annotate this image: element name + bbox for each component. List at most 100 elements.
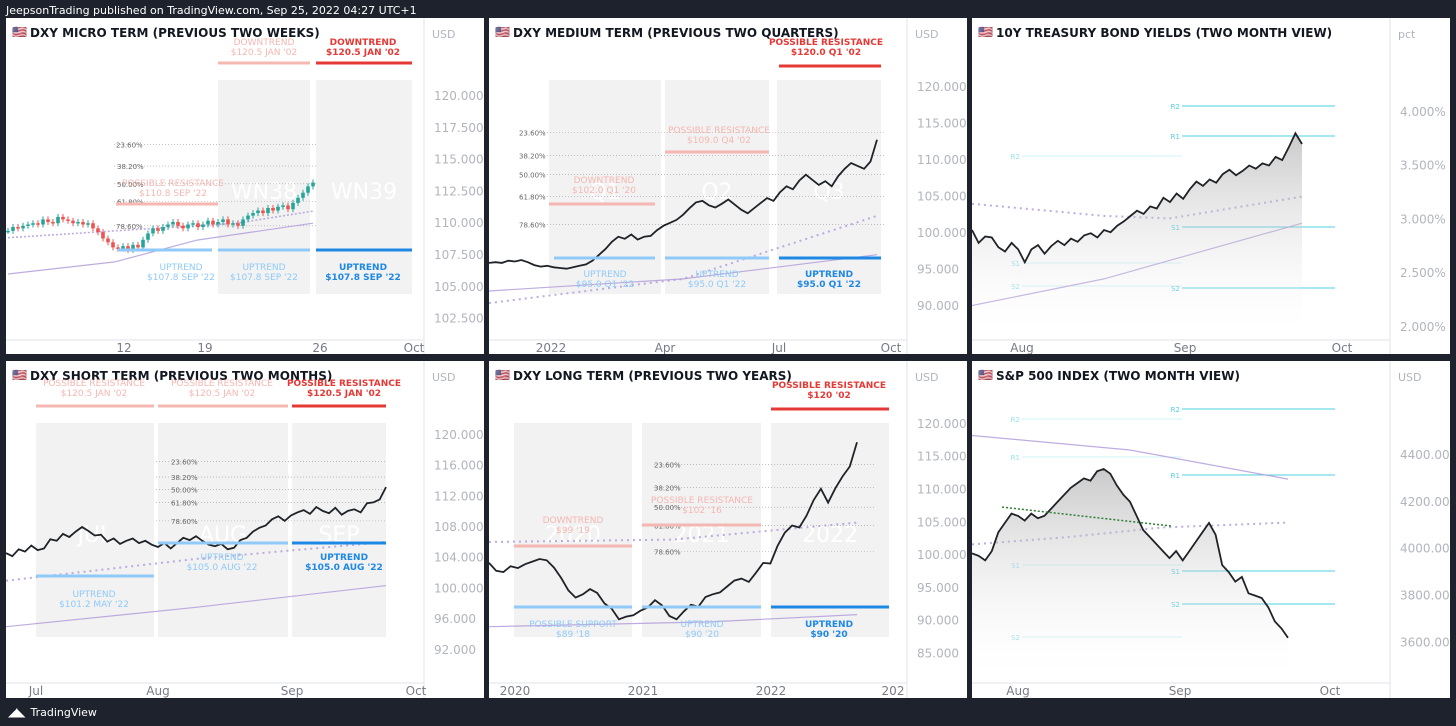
annotation-title: DOWNTREND <box>543 516 604 526</box>
fib-label: 50.00% <box>519 172 546 180</box>
period-label: WN38 <box>231 180 297 205</box>
fib-label: 38.20% <box>171 474 198 482</box>
pivot-label: R2 <box>1171 406 1180 414</box>
annotation-title: DOWNTREND <box>234 38 295 48</box>
candle-body <box>141 239 145 248</box>
x-tick-label: Apr <box>655 341 676 354</box>
annotation-sub: $90 '20 <box>810 630 847 640</box>
panel-spx[interactable]: 🇺🇸 S&P 500 INDEX (TWO MONTH VIEW) USD 4400.… <box>972 361 1450 698</box>
footer-brand[interactable]: TradingView <box>30 705 97 719</box>
candle-body <box>196 223 200 228</box>
annotation-title: POSSIBLE RESISTANCE <box>287 379 401 389</box>
candle-body <box>261 210 265 214</box>
panel-us10y[interactable]: 🇺🇸 10Y TREASURY BOND YIELDS (TWO MONTH VI… <box>972 18 1450 354</box>
y-tick-label: 95.000 <box>917 581 959 595</box>
candle-body <box>131 244 135 250</box>
candle-body <box>296 197 300 203</box>
annotation-sub: $110.8 SEP '22 <box>139 189 207 199</box>
y-tick-label: 3.500% <box>1400 159 1446 173</box>
candle-body <box>276 206 280 211</box>
candle-body <box>241 219 245 226</box>
period-box <box>292 423 386 637</box>
fib-label: 50.00% <box>654 504 681 512</box>
fib-label: 38.20% <box>654 485 681 493</box>
x-tick-label: Sep <box>1169 684 1192 698</box>
annotation-sub: $120.5 JAN '02 <box>307 389 381 399</box>
candle-body <box>226 219 230 225</box>
y-tick-label: 2.000% <box>1400 320 1446 334</box>
candle-body <box>116 247 120 249</box>
moving-average-line <box>6 585 387 628</box>
x-tick-label: Aug <box>146 684 169 698</box>
x-tick-label: 2022 <box>756 684 787 698</box>
chart-us10y[interactable]: 🇺🇸 10Y TREASURY BOND YIELDS (TWO MONTH VI… <box>972 18 1450 354</box>
y-tick-label: 108.000 <box>434 520 484 534</box>
candle-body <box>126 246 130 250</box>
flag-icon: 🇺🇸 <box>495 368 510 382</box>
annotation-title: UPTREND <box>695 270 738 280</box>
candle-body <box>16 227 20 229</box>
fib-label: 61.80% <box>519 194 546 202</box>
pivot-label: R2 <box>1011 153 1020 161</box>
pivot-label: R2 <box>1171 103 1180 111</box>
period-box <box>158 423 288 637</box>
fib-label: 78.60% <box>519 221 546 229</box>
y-tick-label: 120.000 <box>434 428 484 442</box>
annotation-title: POSSIBLE RESISTANCE <box>171 379 273 389</box>
candle-body <box>311 182 315 187</box>
moving-average-line <box>489 214 878 305</box>
x-tick-label: 12 <box>116 341 131 354</box>
annotation-sub: $109.0 Q4 '02 <box>687 136 751 146</box>
panel-dxy-short[interactable]: 🇺🇸 DXY SHORT TERM (PREVIOUS TWO MONTHS) US… <box>6 361 484 698</box>
y-tick-label: 116.000 <box>434 459 484 473</box>
x-tick-label: Oct <box>406 684 427 698</box>
chart-title: DXY MEDIUM TERM (PREVIOUS TWO QUARTERS) <box>513 26 839 40</box>
pivot-label: R2 <box>1011 416 1020 424</box>
chart-dxy-short[interactable]: 🇺🇸 DXY SHORT TERM (PREVIOUS TWO MONTHS) US… <box>6 361 484 698</box>
chart-dxy-micro[interactable]: 🇺🇸 DXY MICRO TERM (PREVIOUS TWO WEEKS) USD… <box>6 18 484 354</box>
candle-body <box>41 219 45 225</box>
y-tick-label: 3800.00 <box>1400 589 1450 603</box>
x-tick-label: Oct <box>404 341 425 354</box>
chart-spx[interactable]: 🇺🇸 S&P 500 INDEX (TWO MONTH VIEW) USD 4400.… <box>972 361 1450 698</box>
annotation-title: UPTREND <box>320 553 368 563</box>
unit-label: USD <box>915 28 939 41</box>
fib-label: 78.60% <box>116 223 143 231</box>
x-tick-label: Oct <box>881 341 902 354</box>
annotation-sub: $101.2 MAY '22 <box>59 600 129 610</box>
annotation-sub: $99 '19 <box>556 526 590 536</box>
chart-dxy-long[interactable]: 🇺🇸 DXY LONG TERM (PREVIOUS TWO YEARS) USD 1… <box>489 361 967 698</box>
candle-body <box>246 215 250 220</box>
annotation-title: POSSIBLE RESISTANCE <box>651 496 753 506</box>
series-line <box>972 467 1289 639</box>
candle-body <box>6 230 10 233</box>
tradingview-logo-icon: ◢◣ <box>8 705 25 719</box>
fib-label: 61.80% <box>171 499 198 507</box>
annotation-title: UPTREND <box>159 263 202 273</box>
panel-dxy-long[interactable]: 🇺🇸 DXY LONG TERM (PREVIOUS TWO YEARS) USD 1… <box>489 361 967 698</box>
period-box <box>218 80 310 294</box>
series-area <box>972 133 1302 330</box>
candle-body <box>156 228 160 231</box>
candle-body <box>51 221 55 224</box>
x-tick-label: 202 <box>882 684 905 698</box>
panel-dxy-medium[interactable]: 🇺🇸 DXY MEDIUM TERM (PREVIOUS TWO QUARTERS… <box>489 18 967 354</box>
chart-title: DXY MICRO TERM (PREVIOUS TWO WEEKS) <box>30 26 320 40</box>
chart-dxy-medium[interactable]: 🇺🇸 DXY MEDIUM TERM (PREVIOUS TWO QUARTERS… <box>489 18 967 354</box>
y-tick-label: 112.500 <box>434 184 484 198</box>
moving-average-line <box>972 521 1289 546</box>
x-tick-label: Aug <box>1006 684 1029 698</box>
y-tick-label: 2.500% <box>1400 266 1446 280</box>
candle-body <box>281 205 285 207</box>
fib-label: 23.60% <box>654 462 681 470</box>
annotation-title: POSSIBLE SUPPORT <box>529 620 617 630</box>
panel-dxy-micro[interactable]: 🇺🇸 DXY MICRO TERM (PREVIOUS TWO WEEKS) USD… <box>6 18 484 354</box>
candle-body <box>31 223 35 225</box>
candle-body <box>191 223 195 225</box>
annotation-title: UPTREND <box>200 553 243 563</box>
y-tick-label: 90.000 <box>917 614 959 628</box>
pivot-label: R1 <box>1171 133 1180 141</box>
moving-average-line <box>489 614 858 628</box>
period-label: Q1 <box>589 180 620 205</box>
fib-label: 78.60% <box>654 549 681 557</box>
